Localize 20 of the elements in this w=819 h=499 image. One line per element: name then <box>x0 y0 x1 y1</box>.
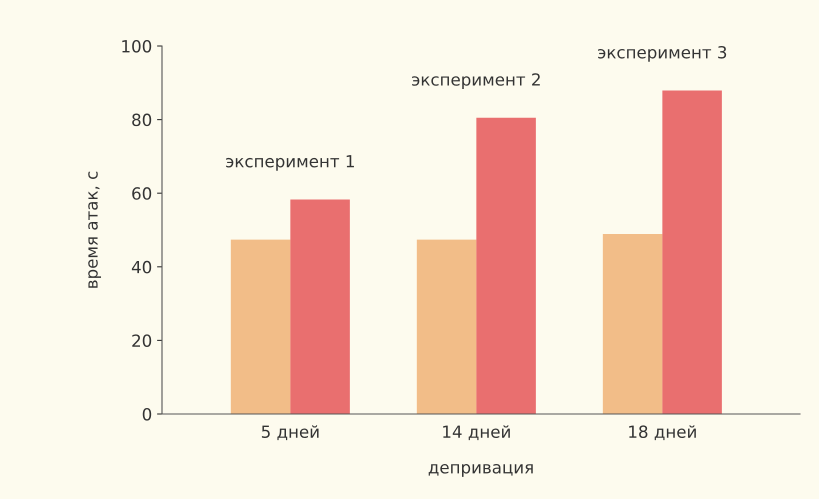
y-tick-label: 20 <box>132 334 152 347</box>
y-axis-title: время атак, с <box>88 172 102 288</box>
bar <box>476 118 536 414</box>
bar <box>230 240 290 414</box>
y-tick-label: 60 <box>132 187 152 200</box>
y-tick-label: 100 <box>122 40 152 53</box>
annotation: эксперимент 2 <box>412 73 540 90</box>
x-tick-label: 14 дней <box>443 425 510 440</box>
bar <box>662 90 722 414</box>
annotation: эксперимент 3 <box>598 46 726 62</box>
y-tick-label: 80 <box>132 114 152 126</box>
bar <box>602 234 662 414</box>
x-tick-label: 5 дней <box>262 425 319 440</box>
y-tick-label: 0 <box>142 408 152 421</box>
annotation: эксперимент 1 <box>226 155 354 171</box>
y-tick-label: 40 <box>132 260 152 274</box>
x-tick-label: 18 дней <box>629 425 696 440</box>
x-axis-title: депривация <box>428 464 533 477</box>
bar <box>416 240 476 414</box>
bar <box>290 199 350 414</box>
